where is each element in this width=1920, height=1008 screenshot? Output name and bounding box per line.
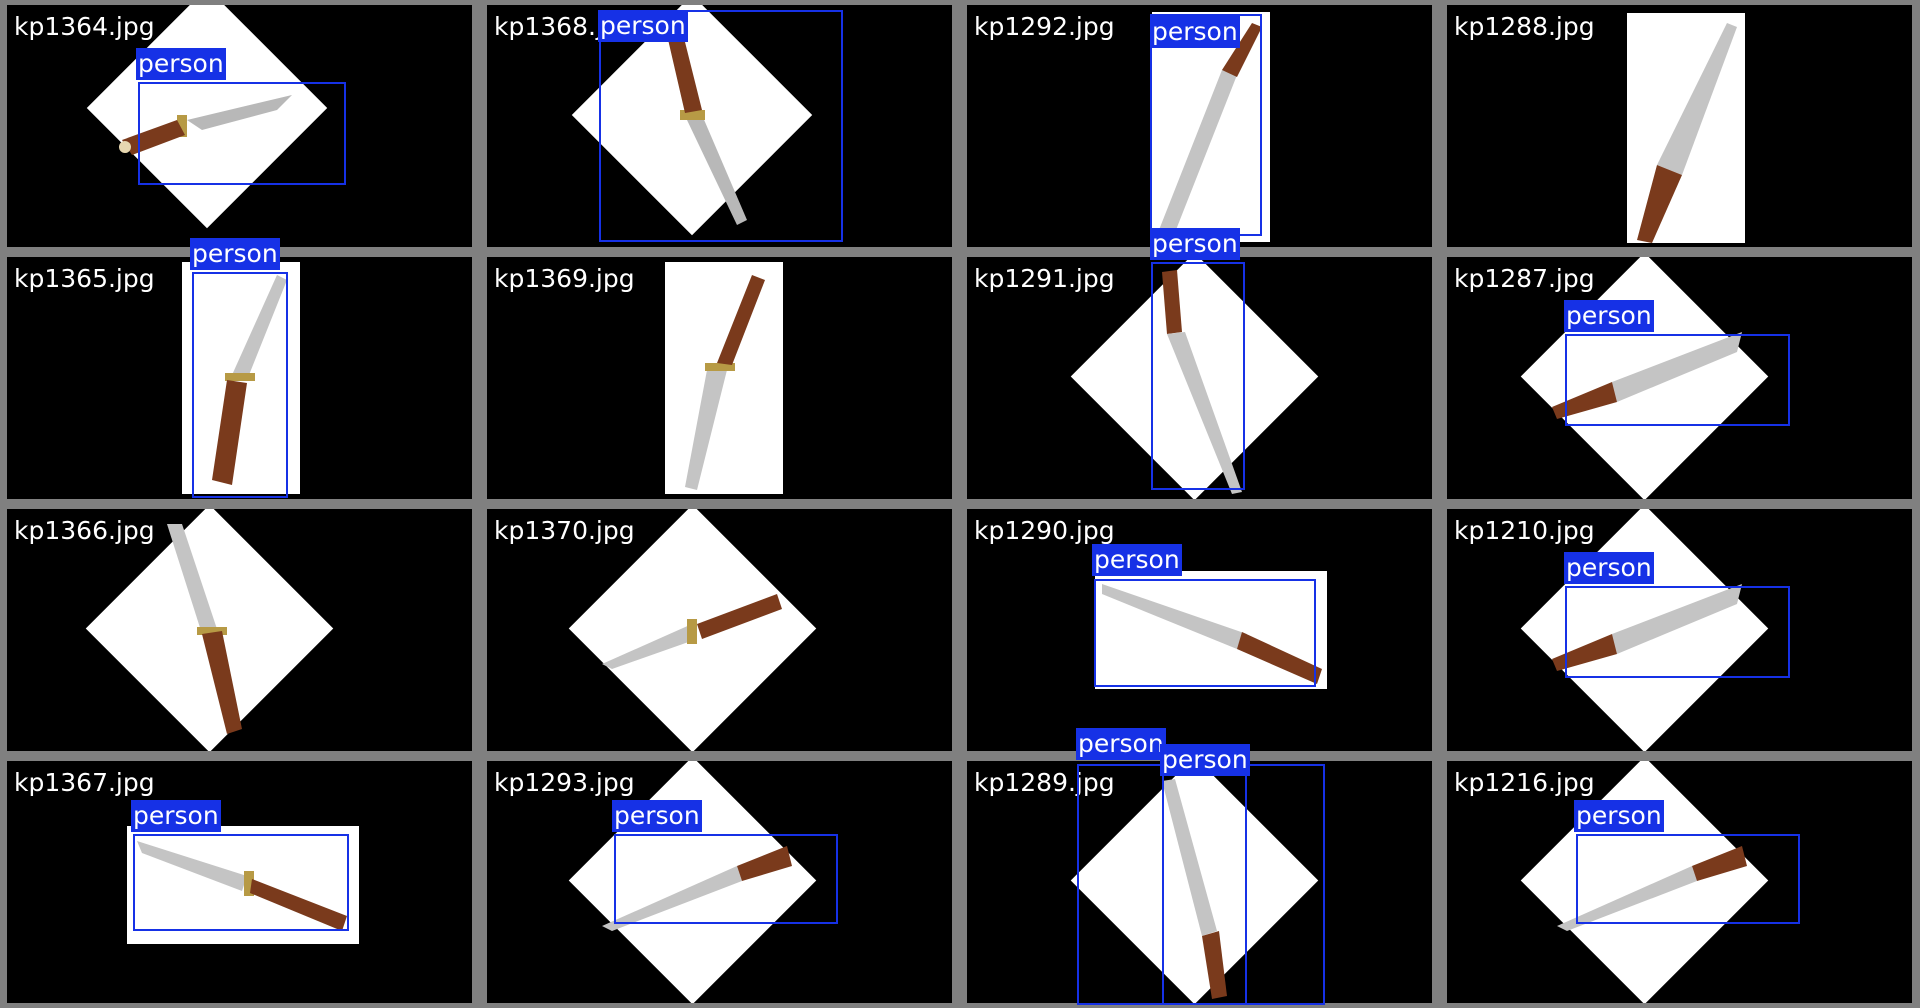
knife-image [212, 275, 287, 485]
bounding-box [1162, 764, 1325, 1005]
tile: kp1369.jpg [480, 252, 960, 504]
tile: kp1288.jpg [1440, 0, 1920, 252]
filename-label: kp1365.jpg [14, 264, 155, 293]
tile-image: kp1292.jpg [967, 5, 1432, 247]
detection-label: person [1150, 228, 1240, 260]
tile-image: kp1291.jpg [967, 257, 1432, 499]
knife-image [137, 841, 347, 931]
tile: kp1367.jpg person [0, 756, 480, 1008]
detection-label: person [1076, 728, 1166, 760]
tile-image: kp1290.jpg [967, 509, 1432, 751]
bounding-box [1151, 262, 1245, 490]
tile-image: kp1293.jpg [487, 761, 952, 1003]
filename-label: kp1290.jpg [974, 516, 1115, 545]
filename-label: kp1292.jpg [974, 12, 1115, 41]
tile-image: kp1216.jpg [1447, 761, 1912, 1003]
knife-image [602, 594, 782, 669]
filename-label: kp1291.jpg [974, 264, 1115, 293]
tile-image: kp1369.jpg [487, 257, 952, 499]
bounding-box [614, 834, 838, 924]
knife-image [119, 95, 292, 155]
tile-image: kp1366.jpg [7, 509, 472, 751]
filename-label: kp1216.jpg [1454, 768, 1595, 797]
detection-label: person [136, 48, 226, 80]
filename-label: kp1369.jpg [494, 264, 635, 293]
tile: kp1365.jpg person [0, 238, 480, 504]
tile-image: kp1288.jpg [1447, 5, 1912, 247]
tile: kp1216.jpg person [1440, 756, 1920, 1008]
tile-image: kp1367.jpg [7, 761, 472, 1003]
knife-image [1102, 584, 1322, 684]
detection-label: person [1092, 544, 1182, 576]
knife-image [1162, 270, 1242, 494]
bounding-box [133, 834, 349, 931]
tile: kp1291.jpg person [960, 228, 1440, 504]
filename-label: kp1364.jpg [14, 12, 155, 41]
knife-image [167, 524, 242, 734]
tile-image: kp1210.jpg [1447, 509, 1912, 751]
tile: kp1370.jpg [480, 504, 960, 756]
detection-label: person [190, 238, 280, 270]
bounding-box [138, 82, 346, 185]
knife-image [1557, 846, 1747, 931]
bounding-box [1094, 579, 1316, 687]
tile: kp1292.jpg person [960, 0, 1440, 252]
bounding-box [1576, 834, 1800, 924]
tile: kp1368.jpg person [480, 0, 960, 252]
filename-label: kp1293.jpg [494, 768, 635, 797]
tile-image: kp1289.jpg [967, 761, 1432, 1003]
detection-label: person [1574, 800, 1664, 832]
detection-label: person [612, 800, 702, 832]
filename-label: kp1366.jpg [14, 516, 155, 545]
knife-image [1552, 584, 1742, 671]
tile-image: kp1287.jpg [1447, 257, 1912, 499]
tile-image: kp1364.jpg [7, 5, 472, 247]
filename-label: kp1289.jpg [974, 768, 1115, 797]
tile: kp1287.jpg person [1440, 252, 1920, 504]
detection-label: person [1564, 300, 1654, 332]
detection-label: person [1150, 16, 1240, 48]
knife-image [1552, 332, 1742, 419]
tile-image: kp1370.jpg [487, 509, 952, 751]
tile-image: kp1368.jpg [487, 5, 952, 247]
detection-label: person [131, 800, 221, 832]
detection-label: person [1160, 744, 1250, 776]
filename-label: kp1288.jpg [1454, 12, 1595, 41]
detection-label: person [598, 10, 688, 42]
filename-label: kp1210.jpg [1454, 516, 1595, 545]
bounding-box [1565, 334, 1790, 426]
tile: kp1289.jpg person person [960, 728, 1440, 1008]
knife-image [667, 30, 747, 225]
knife-image [685, 275, 765, 490]
bounding-box [192, 272, 288, 498]
knife-image [1637, 23, 1737, 243]
tile: kp1366.jpg [0, 504, 480, 756]
knife-image [1157, 23, 1262, 240]
knife-image [1162, 779, 1227, 999]
tile: kp1364.jpg person [0, 0, 480, 252]
filename-label: kp1370.jpg [494, 516, 635, 545]
filename-label: kp1287.jpg [1454, 264, 1595, 293]
filename-label: kp1367.jpg [14, 768, 155, 797]
tile: kp1210.jpg person [1440, 504, 1920, 756]
tile: kp1293.jpg person [480, 756, 960, 1008]
bounding-box [1565, 586, 1790, 678]
detection-label: person [1564, 552, 1654, 584]
tile: kp1290.jpg person [960, 504, 1440, 756]
tile-image: kp1365.jpg [7, 257, 472, 499]
bounding-box [599, 10, 843, 242]
knife-image [602, 846, 792, 931]
